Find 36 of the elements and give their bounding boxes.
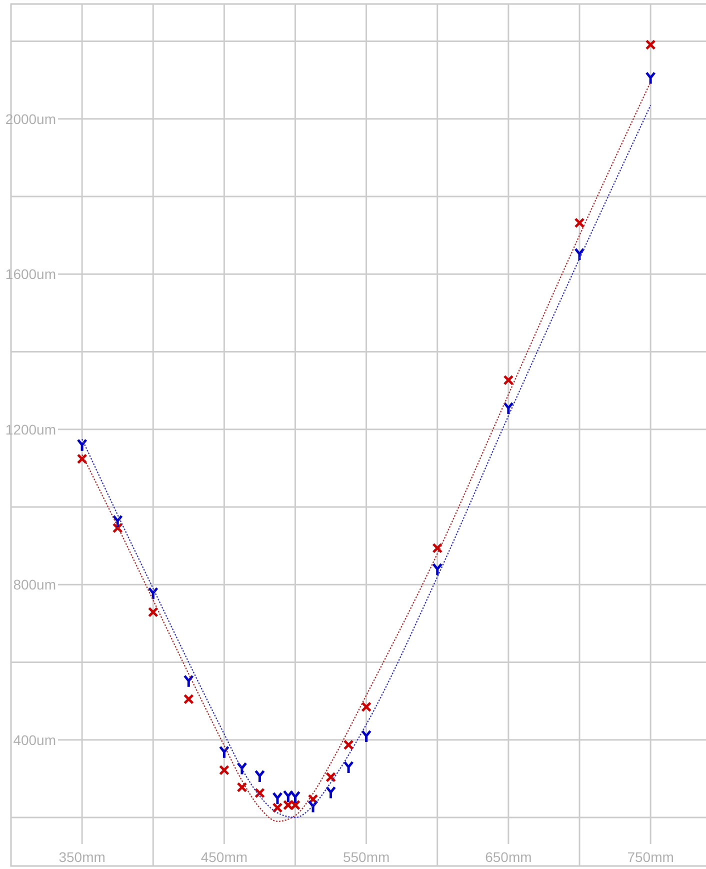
point bbox=[326, 772, 336, 782]
point bbox=[343, 740, 354, 750]
y-tick-label: 800um bbox=[13, 576, 56, 593]
point bbox=[326, 786, 336, 800]
point bbox=[76, 454, 88, 464]
point bbox=[282, 790, 294, 804]
point bbox=[645, 71, 656, 85]
x-tick-label: 650mm bbox=[485, 849, 532, 865]
point bbox=[343, 760, 354, 774]
point bbox=[503, 402, 514, 416]
point bbox=[218, 764, 230, 776]
point bbox=[254, 788, 265, 798]
point bbox=[76, 438, 88, 452]
y-tick-label: 1600um bbox=[5, 266, 56, 282]
point bbox=[183, 694, 194, 704]
point bbox=[236, 782, 248, 792]
point bbox=[183, 674, 194, 688]
y-tick-label: 400um bbox=[13, 732, 56, 748]
x-tick-label: 350mm bbox=[58, 849, 106, 865]
point bbox=[148, 606, 158, 618]
point bbox=[290, 790, 301, 804]
point bbox=[254, 770, 265, 784]
point bbox=[272, 792, 283, 806]
point bbox=[574, 248, 585, 262]
point bbox=[361, 730, 372, 744]
y-tick-label: 2000um bbox=[5, 110, 56, 127]
point bbox=[432, 562, 443, 576]
x-tick-label: 750mm bbox=[627, 849, 674, 865]
y-tick-label: 1200um bbox=[5, 421, 56, 438]
point bbox=[503, 374, 514, 386]
point bbox=[432, 542, 443, 554]
point bbox=[361, 702, 372, 712]
point bbox=[645, 40, 656, 50]
x-tick-label: 450mm bbox=[200, 849, 248, 865]
x-tick-label: 550mm bbox=[342, 849, 390, 865]
point bbox=[574, 218, 585, 228]
